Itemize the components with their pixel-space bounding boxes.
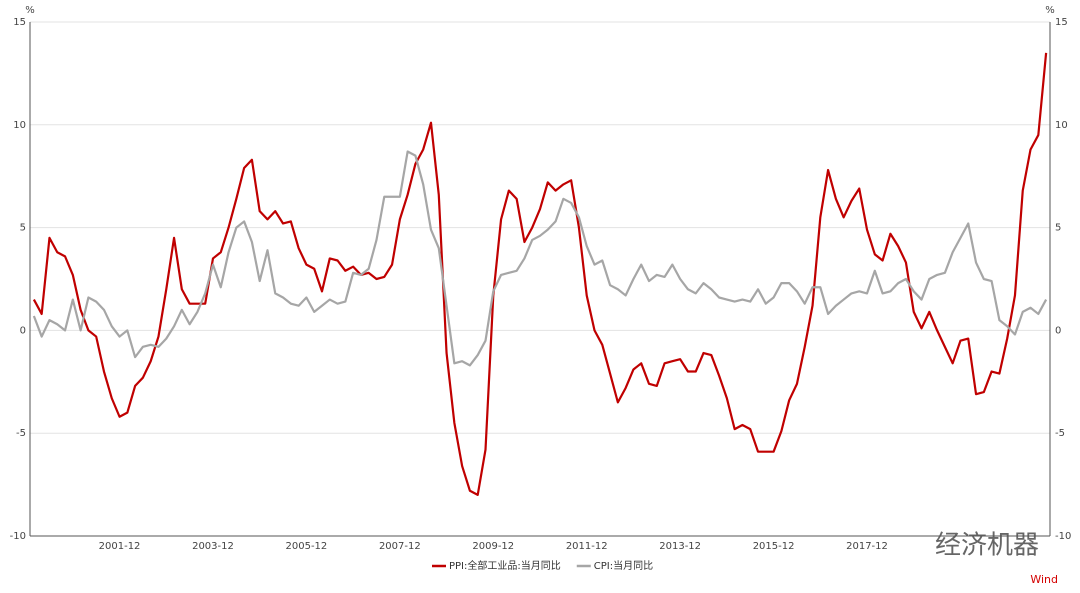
x-tick-label: 2003-12 [192, 541, 234, 552]
y2-tick-label: -5 [1055, 428, 1065, 439]
y-tick-label: 15 [13, 17, 26, 28]
legend-label: CPI:当月同比 [594, 559, 653, 572]
legend-label: PPI:全部工业品:当月同比 [449, 559, 561, 572]
series-line [32, 150, 1048, 367]
x-tick-label: 2011-12 [566, 541, 608, 552]
y2-axis-unit: % [1045, 5, 1055, 16]
watermark: 经济机器 [935, 531, 1039, 561]
x-tick-label: 2009-12 [472, 541, 514, 552]
y2-tick-label: 15 [1055, 17, 1068, 28]
y-tick-label: -5 [16, 428, 26, 439]
y-axis-unit: % [25, 5, 35, 16]
y-tick-label: 10 [13, 120, 26, 131]
source: Wind [1030, 573, 1058, 586]
x-tick-label: 2001-12 [99, 541, 141, 552]
x-tick-label: 2005-12 [286, 541, 328, 552]
y-tick-label: 5 [20, 223, 26, 234]
x-tick-label: 2015-12 [753, 541, 795, 552]
y2-tick-label: 10 [1055, 120, 1068, 131]
x-tick-label: 2013-12 [659, 541, 701, 552]
y-tick-label: 0 [20, 325, 26, 336]
y2-tick-label: 0 [1055, 325, 1061, 336]
x-tick-label: 2017-12 [846, 541, 888, 552]
series-line [32, 52, 1048, 496]
y-tick-label: -10 [10, 531, 26, 542]
y2-tick-label: -10 [1055, 531, 1071, 542]
x-tick-label: 2007-12 [379, 541, 421, 552]
y2-tick-label: 5 [1055, 223, 1061, 234]
